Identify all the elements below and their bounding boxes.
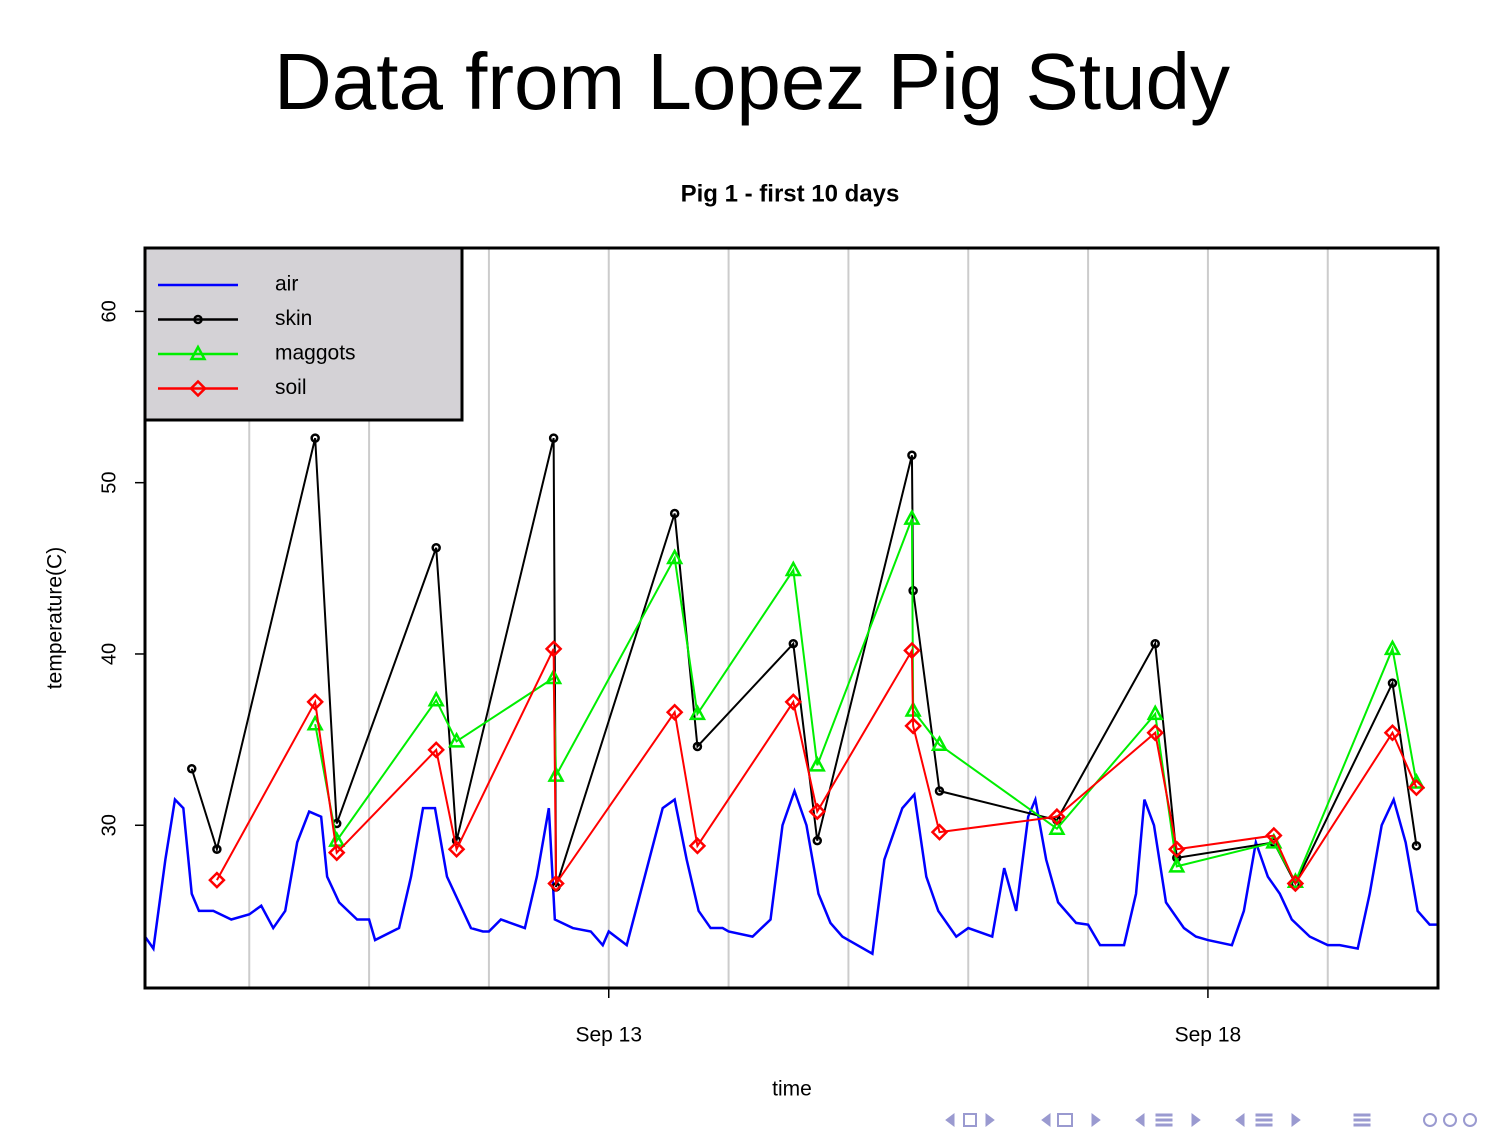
point [934,786,945,796]
point [808,802,827,821]
point [186,763,197,774]
legend-box [143,246,464,422]
x-tick-label: Sep 13 [575,1024,642,1047]
point [788,638,799,649]
point [189,344,207,361]
legend-label: soil [275,376,307,399]
point [1286,874,1305,893]
x-axis-label: time [772,1078,812,1101]
point [189,379,207,398]
point [1407,778,1426,797]
point [1150,638,1160,649]
point [1146,704,1164,721]
point [904,717,922,735]
point [1167,840,1186,859]
point [903,509,921,525]
y-tick-label: 30 [98,814,120,836]
point [665,703,684,721]
point [447,840,466,859]
point [548,433,559,443]
point [306,693,324,711]
point [431,543,441,553]
point [1383,724,1402,742]
slide-title: Data from Lopez Pig Study [274,37,1230,126]
point [547,765,565,782]
axes: 30 40 50 60 Sep 13 Sep 18 [98,300,1241,1046]
legend-label: skin [275,307,312,330]
y-tick-label: 40 [98,643,120,665]
series-line [190,437,1418,888]
point [692,741,703,752]
point [544,640,563,658]
y-tick-label: 60 [98,300,120,322]
point [808,755,826,772]
point [310,433,320,443]
y-axis-label: temperature(C) [44,547,67,689]
series-line [216,646,1418,887]
x-tick-label: Sep 18 [1175,1024,1242,1047]
point [212,844,222,854]
point [193,314,203,325]
point [1048,819,1066,835]
point [1387,678,1398,688]
point [666,548,684,565]
point [812,835,823,846]
point [669,508,680,519]
point [327,843,346,862]
legend: air skin maggots soil [143,246,464,422]
legend-label: air [275,273,298,296]
point [930,735,949,752]
plot-frame [143,246,1440,990]
y-tick-label: 50 [98,472,120,494]
point [427,690,445,707]
point [447,731,466,748]
point [1168,856,1186,873]
point [784,693,803,711]
legend-label: maggots [275,342,356,365]
point [903,641,921,660]
point [1048,807,1066,826]
point [688,837,707,855]
point [1265,826,1283,845]
plot-area [145,433,1438,956]
point [208,871,226,889]
series-line [145,787,1438,956]
chart-title: Pig 1 - first 10 days [681,180,900,207]
point [784,560,802,577]
point [427,741,445,759]
point [688,704,707,721]
point [547,874,565,893]
series-line [314,518,1418,885]
point [930,823,949,841]
point [1146,724,1164,742]
point [907,450,917,461]
point [1411,841,1422,851]
navigation-icons[interactable] [945,1113,1477,1127]
point [1383,639,1402,656]
